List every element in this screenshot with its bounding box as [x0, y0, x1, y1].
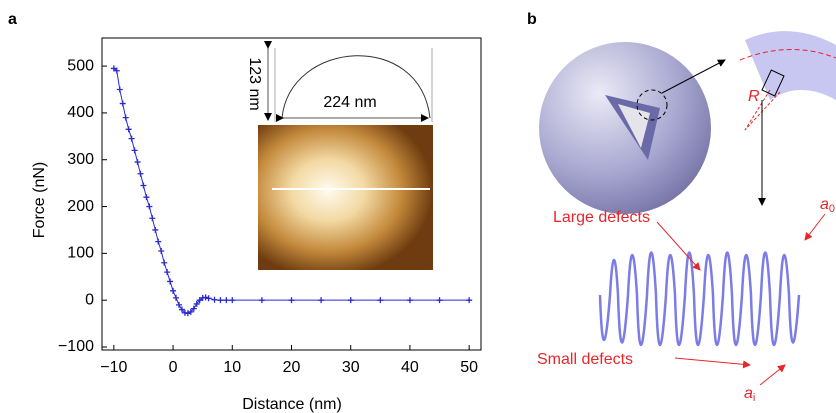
data-point [164, 269, 170, 275]
data-point [129, 136, 135, 142]
subscript: 0 [829, 203, 835, 215]
data-point [123, 115, 129, 121]
x-tick-label: 30 [342, 359, 360, 376]
x-tick-label: 40 [401, 359, 419, 376]
panel-label: b [527, 11, 537, 28]
data-point [137, 171, 143, 177]
data-point [167, 278, 173, 284]
y-tick-label: 300 [67, 151, 94, 168]
data-point [407, 297, 413, 303]
symbol: a [744, 385, 753, 402]
y-tick-label: 100 [67, 245, 94, 262]
inner-gap-label: ai [744, 385, 755, 404]
data-point [206, 295, 212, 301]
data-point [203, 294, 209, 300]
small-defects-label: Small defects [537, 351, 633, 368]
data-point [259, 297, 265, 303]
inset-width: 224 nm [323, 94, 376, 111]
inset: 123 nm 224 nm [246, 48, 433, 270]
y-tick-label: 0 [85, 291, 94, 308]
y-axis-title: Force (nN) [31, 162, 48, 238]
x-tick-label: 10 [223, 359, 241, 376]
data-point [212, 297, 218, 303]
data-point [223, 297, 229, 303]
panel-label: a [8, 11, 17, 28]
data-point [158, 248, 164, 254]
subscript: i [753, 392, 755, 404]
data-point [173, 295, 179, 301]
data-point [318, 297, 324, 303]
x-axis-title: Distance (nm) [242, 396, 342, 413]
y-tick-label: −100 [58, 338, 94, 355]
symbol: a [820, 196, 829, 213]
x-tick-label: 20 [283, 359, 301, 376]
data-point [377, 297, 383, 303]
data-point [152, 227, 158, 233]
data-point [466, 297, 472, 303]
data-point [143, 194, 149, 200]
radius-label: R [748, 88, 760, 105]
data-point [161, 260, 167, 266]
data-point [149, 215, 155, 221]
data-point [155, 239, 161, 245]
x-tick-label: 50 [460, 359, 478, 376]
data-point [140, 182, 146, 188]
data-point [135, 159, 141, 165]
data-point [437, 297, 443, 303]
y-tick-label: 400 [67, 104, 94, 121]
y-tick-label: 200 [67, 198, 94, 215]
data-point [185, 310, 191, 316]
outer-gap-label: a0 [820, 196, 835, 215]
data-point [229, 297, 235, 303]
large-defects-label: Large defects [553, 209, 650, 226]
diagram [539, 31, 836, 385]
y-tick-label: 500 [67, 57, 94, 74]
data-point [217, 297, 223, 303]
data-point [146, 204, 152, 210]
data-point [120, 101, 126, 107]
x-tick-label: −10 [100, 359, 127, 376]
x-tick-label: 0 [169, 359, 178, 376]
inset-height: 123 nm [246, 57, 263, 110]
data-point [126, 126, 132, 132]
data-point [170, 288, 176, 294]
data-point [132, 147, 138, 153]
data-point [117, 87, 123, 93]
data-point [289, 297, 295, 303]
data-point [176, 302, 182, 308]
figure: a b Distance (nm) Force (nN) 123 nm 224 … [0, 0, 836, 413]
data-point [348, 297, 354, 303]
